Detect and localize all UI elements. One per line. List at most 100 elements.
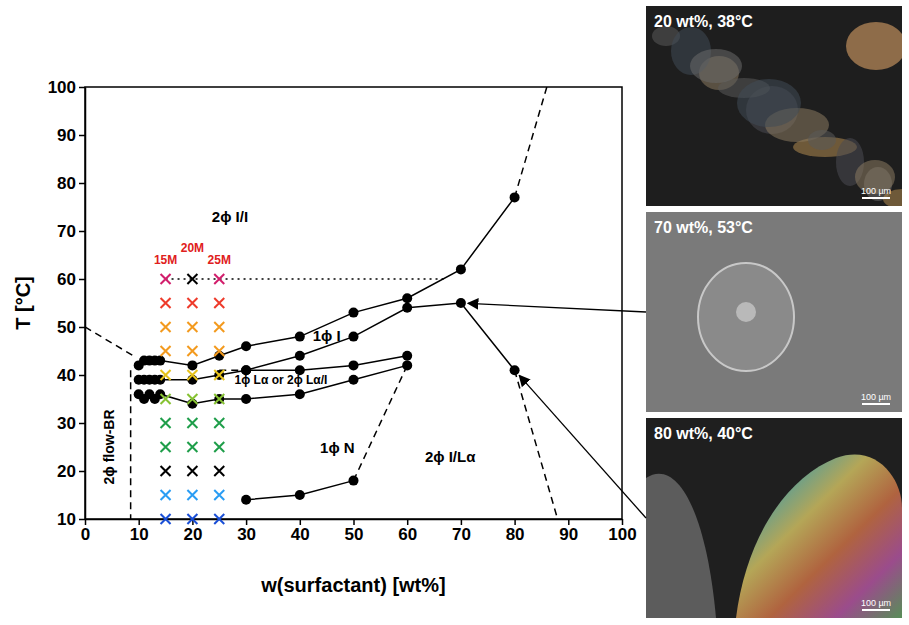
texture [698, 263, 794, 371]
tick: 60 [398, 519, 417, 544]
sample-point [214, 490, 224, 500]
sample-point [161, 490, 171, 500]
data-point [295, 389, 305, 399]
sample-point [161, 298, 171, 308]
phase-boundary [246, 481, 353, 500]
micrograph-ground [646, 212, 902, 412]
tick: 10 [57, 510, 85, 529]
micrograph: 70 wt%, 53°C 100 µm [646, 212, 902, 412]
sample-point [161, 394, 171, 404]
data-point [295, 351, 305, 361]
data-point [349, 332, 359, 342]
tick-label: 100 [48, 78, 76, 97]
tick-mark [79, 327, 85, 329]
tick-mark [79, 135, 85, 137]
sample-point [187, 346, 197, 356]
tick-label: 60 [398, 525, 417, 544]
micrograph: 80 wt%, 40°C 100 µm [646, 418, 902, 618]
sample-point [187, 442, 197, 452]
tick-label: 90 [559, 525, 578, 544]
micrograph-title: 70 wt%, 53°C [654, 219, 753, 236]
scale-bar-label: 100 µm [861, 392, 891, 402]
data-point [241, 394, 251, 404]
sample-point [214, 370, 224, 380]
texture [690, 49, 742, 83]
phase-boundary [85, 327, 133, 356]
tick-label: 60 [57, 270, 76, 289]
tick: 70 [452, 519, 471, 544]
sample-point [187, 514, 197, 524]
data-point [402, 360, 412, 370]
tick: 100 [48, 78, 85, 97]
tick: 30 [57, 414, 85, 433]
axis-line [85, 88, 87, 520]
tick-mark [79, 423, 85, 425]
texture [646, 418, 902, 618]
data-point [456, 298, 466, 308]
scale-bar [862, 609, 890, 611]
tick-mark [79, 279, 85, 281]
sample-point [161, 514, 171, 524]
sample-point [161, 370, 171, 380]
scale-bar [862, 403, 890, 405]
phase-boundary [139, 303, 515, 380]
data-point [402, 303, 412, 313]
markers [134, 192, 520, 524]
sample-point [187, 394, 197, 404]
tick-label: 20 [57, 462, 76, 481]
tick-mark [79, 375, 85, 377]
tick: 90 [559, 519, 578, 544]
sample-point [161, 466, 171, 476]
data-point [214, 394, 224, 404]
region-label: 20M [181, 241, 204, 255]
tick-label: 40 [291, 525, 310, 544]
data-point [349, 476, 359, 486]
tick-mark [79, 471, 85, 473]
tick: 30 [237, 519, 256, 544]
texture [646, 474, 716, 618]
scale-bar-label: 100 µm [861, 598, 891, 608]
phase-boundary [246, 356, 407, 370]
data-point [295, 490, 305, 500]
y-axis-title: T [°C] [12, 276, 34, 330]
data-point [349, 308, 359, 318]
sample-point [214, 298, 224, 308]
phase-boundary [139, 365, 408, 403]
tick-label: 70 [452, 525, 471, 544]
chart: 0102030405060708090100102030405060708090… [0, 0, 909, 625]
pointer-arrow [519, 375, 646, 518]
tick-label: 10 [57, 510, 76, 529]
data-point [214, 370, 224, 380]
tick-label: 80 [57, 174, 76, 193]
scale-bar [862, 197, 890, 199]
tick-label: 100 [608, 525, 636, 544]
sample-point [187, 466, 197, 476]
tick-mark [79, 519, 85, 521]
insets: 20 wt%, 38°C100 µm70 wt%, 53°C100 µm80 w… [646, 6, 909, 618]
x-axis: 0102030405060708090100 [81, 519, 637, 544]
micrograph-title: 80 wt%, 40°C [654, 425, 753, 442]
region-label: 2ϕ I/I [212, 208, 248, 225]
sample-point [214, 466, 224, 476]
tick: 50 [57, 318, 85, 337]
sample-point [187, 298, 197, 308]
micrograph-ground [646, 418, 902, 618]
phase-boundary [166, 278, 445, 280]
tick-mark [79, 231, 85, 233]
tick: 40 [57, 366, 85, 385]
data-point [349, 375, 359, 385]
data-point [402, 293, 412, 303]
phase-boundary [354, 365, 408, 480]
annotations: 2ϕ I/I1ϕ I1ϕ Lα or 2ϕ Lα/I1ϕ N2ϕ I/Lα2ϕ … [101, 208, 476, 484]
x-axis-title: w(surfactant) [wt%] [260, 574, 445, 596]
tick-label: 50 [57, 318, 76, 337]
sample-point [187, 322, 197, 332]
sample-point [214, 322, 224, 332]
plot-frame [85, 87, 622, 519]
sample-point [161, 322, 171, 332]
data-point [510, 365, 520, 375]
region-label: 2ϕ flow-BR [101, 409, 117, 484]
phase-boundary [515, 370, 558, 519]
tick-label: 0 [81, 525, 90, 544]
tick-label: 80 [506, 525, 525, 544]
